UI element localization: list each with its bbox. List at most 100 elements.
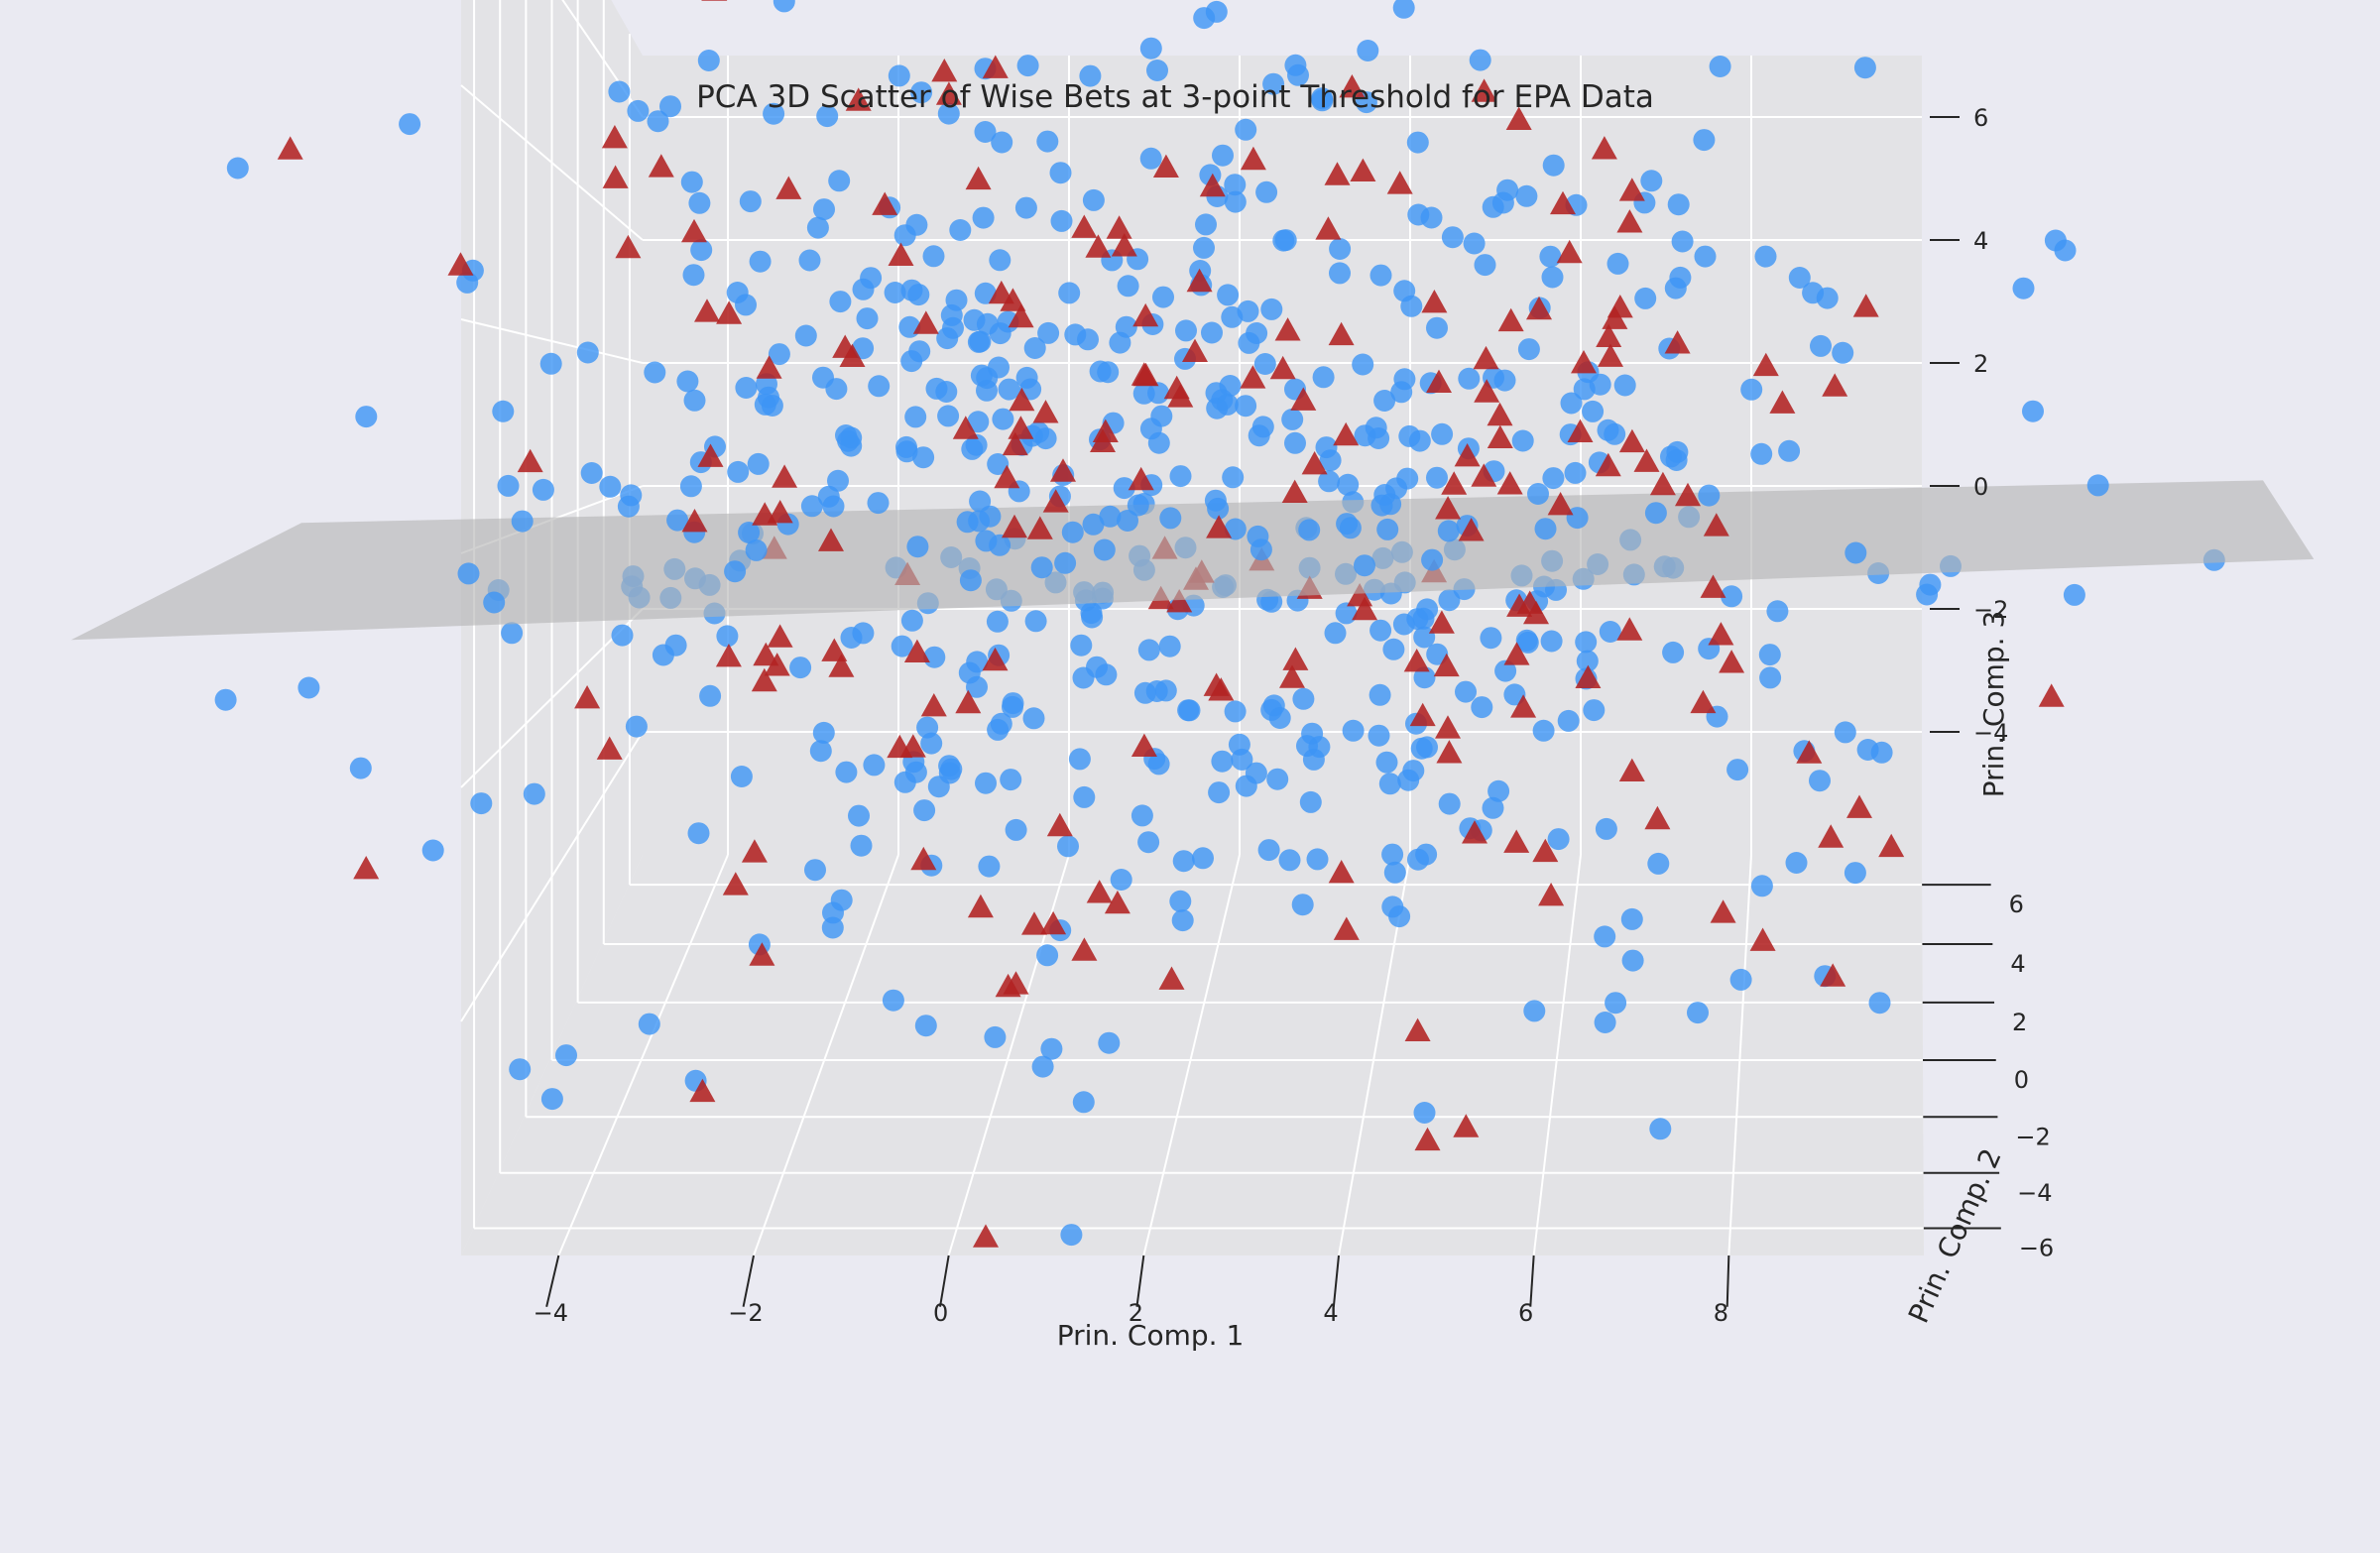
series-point-circle bbox=[816, 105, 839, 128]
series-point-triangle bbox=[1032, 400, 1059, 423]
series-point-circle bbox=[1266, 768, 1289, 790]
series-point-circle bbox=[687, 822, 710, 845]
series-point-circle bbox=[821, 916, 844, 939]
series-point-circle bbox=[860, 267, 883, 290]
x-tick-label: 0 bbox=[933, 1299, 948, 1327]
series-point-triangle bbox=[1274, 317, 1301, 341]
series-point-circle bbox=[1605, 992, 1627, 1015]
series-point-circle bbox=[716, 625, 739, 648]
series-point-triangle bbox=[1433, 653, 1460, 677]
series-point-circle bbox=[1354, 554, 1375, 577]
series-point-triangle bbox=[973, 1224, 999, 1248]
series-point-circle bbox=[794, 324, 817, 347]
series-point-circle bbox=[1426, 316, 1448, 339]
series-point-circle bbox=[1110, 869, 1132, 891]
series-point-circle bbox=[1503, 683, 1526, 706]
series-point-circle bbox=[1575, 631, 1598, 654]
series-point-circle bbox=[1438, 589, 1461, 612]
series-point-triangle bbox=[1208, 677, 1235, 701]
series-point-circle bbox=[638, 1013, 660, 1035]
series-point-triangle bbox=[1496, 471, 1523, 495]
series-point-circle bbox=[1099, 505, 1122, 528]
series-point-circle bbox=[1169, 890, 1192, 912]
series-point-triangle bbox=[1462, 820, 1488, 844]
series-point-circle bbox=[1224, 700, 1247, 723]
series-point-triangle bbox=[1403, 649, 1430, 672]
series-point-circle bbox=[457, 562, 480, 585]
series-point-circle bbox=[1005, 818, 1027, 841]
series-point-circle bbox=[1582, 400, 1605, 422]
series-point-triangle bbox=[821, 638, 848, 661]
series-point-circle bbox=[647, 110, 669, 133]
series-point-circle bbox=[1527, 483, 1549, 505]
series-point-triangle bbox=[1441, 471, 1468, 495]
series-point-circle bbox=[1406, 131, 1429, 154]
series-point-circle bbox=[1291, 894, 1314, 916]
series-point-circle bbox=[1109, 331, 1131, 354]
series-point-triangle bbox=[1199, 173, 1226, 197]
series-point-triangle bbox=[1071, 214, 1098, 238]
series-point-circle bbox=[988, 356, 1010, 379]
series-point-circle bbox=[1594, 925, 1616, 948]
series-point-circle bbox=[576, 341, 599, 364]
series-point-triangle bbox=[1050, 458, 1076, 482]
points-in-front-of-plane bbox=[226, 0, 2109, 614]
series-point-triangle bbox=[1591, 136, 1617, 160]
series-point-circle bbox=[1171, 909, 1194, 932]
series-point-triangle bbox=[1333, 916, 1360, 940]
series-point-triangle bbox=[1710, 899, 1736, 923]
series-point-circle bbox=[1117, 275, 1139, 298]
series-point-triangle bbox=[935, 81, 962, 105]
series-point-circle bbox=[1542, 467, 1565, 490]
series-point-circle bbox=[1368, 724, 1390, 747]
series-point-triangle bbox=[681, 509, 708, 533]
series-point-circle bbox=[1152, 286, 1174, 308]
series-point-circle bbox=[1178, 699, 1201, 722]
series-point-circle bbox=[1480, 627, 1502, 650]
series-point-triangle bbox=[1769, 390, 1796, 414]
series-point-circle bbox=[1146, 60, 1168, 81]
series-point-circle bbox=[1246, 322, 1268, 344]
floor-gridline-x bbox=[557, 854, 729, 1256]
series-point-triangle bbox=[1009, 387, 1035, 412]
series-point-triangle bbox=[1328, 860, 1355, 884]
tick-mark bbox=[1529, 1254, 1535, 1307]
series-point-circle bbox=[1382, 638, 1405, 660]
series-point-triangle bbox=[1852, 294, 1879, 317]
series-point-circle bbox=[1455, 680, 1477, 703]
series-point-circle bbox=[758, 386, 779, 409]
series-point-triangle bbox=[1708, 622, 1734, 646]
x-tick-label: 6 bbox=[1518, 1299, 1533, 1327]
series-point-triangle bbox=[1085, 234, 1112, 258]
series-point-triangle bbox=[1598, 343, 1623, 367]
series-point-circle bbox=[1139, 37, 1162, 60]
series-point-circle bbox=[580, 462, 603, 484]
z-tick-label: −4 bbox=[1973, 719, 2008, 747]
series-point-circle bbox=[1413, 626, 1436, 649]
series-point-circle bbox=[1247, 525, 1269, 547]
series-point-circle bbox=[1402, 760, 1425, 782]
series-point-circle bbox=[908, 340, 931, 363]
series-point-triangle bbox=[1290, 387, 1317, 411]
series-point-circle bbox=[1222, 466, 1245, 489]
series-point-triangle bbox=[517, 448, 543, 473]
series-point-circle bbox=[745, 538, 768, 561]
series-point-circle bbox=[1274, 229, 1297, 252]
series-point-circle bbox=[1671, 230, 1694, 253]
series-point-circle bbox=[937, 102, 960, 125]
series-point-triangle bbox=[1282, 647, 1309, 670]
series-point-circle bbox=[975, 772, 997, 794]
series-point-triangle bbox=[751, 667, 777, 692]
series-point-circle bbox=[1667, 193, 1690, 216]
tick-mark bbox=[545, 1254, 560, 1307]
x-tick-label: 8 bbox=[1714, 1299, 1728, 1327]
series-point-circle bbox=[1137, 639, 1160, 661]
series-point-circle bbox=[1260, 298, 1283, 320]
series-point-circle bbox=[355, 406, 378, 428]
series-point-circle bbox=[900, 609, 923, 632]
series-point-circle bbox=[492, 400, 515, 422]
side-gridline-z bbox=[460, 731, 644, 1022]
series-point-circle bbox=[1511, 429, 1534, 452]
series-point-circle bbox=[735, 294, 757, 316]
